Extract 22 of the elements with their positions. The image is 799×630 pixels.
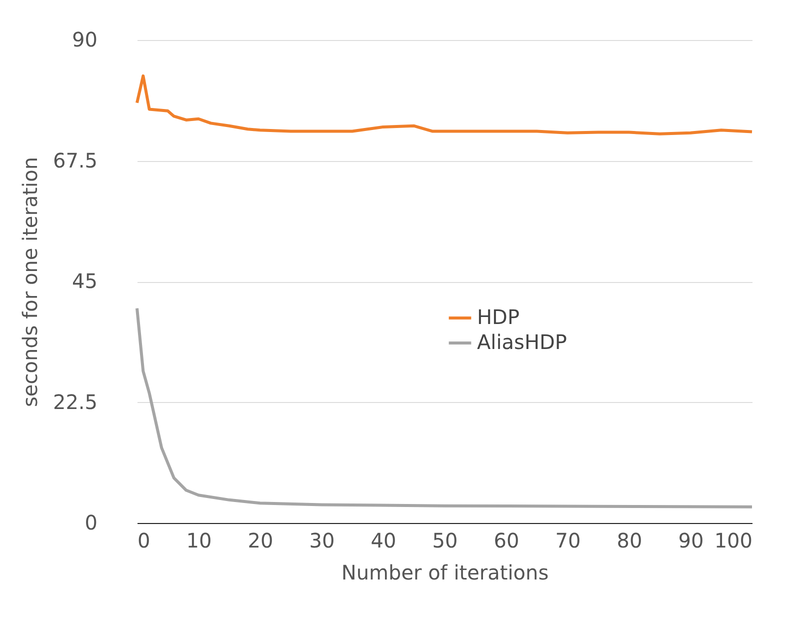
y-tick-label: 90 (72, 28, 98, 52)
x-tick-label: 80 (616, 528, 642, 552)
x-tick-label: 20 (248, 528, 274, 552)
x-axis-title: Number of iterations (341, 560, 549, 584)
y-tick-label: 22.5 (52, 390, 98, 414)
x-tick-label: 40 (370, 528, 396, 552)
y-axis-title: seconds for one iteration (18, 156, 42, 408)
x-tick-label: 90 (678, 528, 704, 552)
x-tick-label: 30 (309, 528, 335, 552)
line-series (136, 74, 754, 136)
line-series (136, 306, 754, 508)
legend-label: HDP (477, 305, 520, 329)
legend-label: AliasHDP (477, 330, 567, 354)
y-tick-label: 67.5 (52, 148, 98, 172)
x-tick-label: 70 (555, 528, 581, 552)
x-tick-label: 60 (494, 528, 520, 552)
y-tick-label: 45 (72, 269, 98, 293)
y-tick-label: 0 (84, 510, 98, 534)
x-tick-label: 10 (186, 528, 212, 552)
x-tick-label: 0 (138, 528, 150, 552)
x-tick-label: 100 (714, 528, 752, 552)
x-tick-label: 50 (432, 528, 458, 552)
